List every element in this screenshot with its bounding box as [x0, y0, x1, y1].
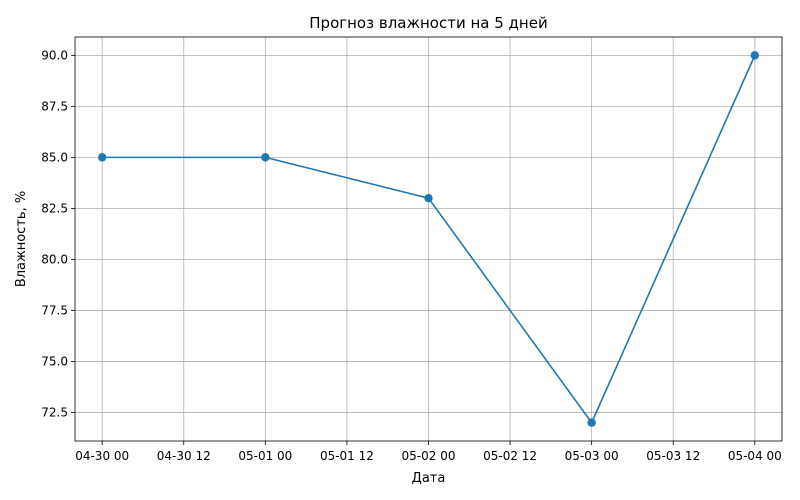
x-tick-label: 04-30 12 — [157, 449, 211, 463]
grid — [75, 37, 782, 441]
x-axis-ticks: 04-30 00 04-30 12 05-01 00 05-01 12 05-02 00… — [75, 441, 782, 463]
y-tick-label: 72.5 — [41, 405, 68, 419]
x-tick-label: 04-30 00 — [75, 449, 129, 463]
x-axis-label: Дата — [412, 471, 446, 486]
x-tick-label: 05-01 12 — [320, 449, 374, 463]
x-tick-label: 05-01 00 — [238, 449, 292, 463]
y-tick-label: 75.0 — [41, 354, 68, 368]
y-tick-label: 82.5 — [41, 201, 68, 215]
y-tick-label: 77.5 — [41, 303, 68, 317]
y-tick-label: 90.0 — [41, 48, 68, 62]
data-point — [750, 51, 760, 60]
x-tick-label: 05-02 00 — [402, 449, 456, 463]
y-tick-label: 85.0 — [41, 150, 68, 164]
x-tick-label: 05-04 00 — [728, 449, 782, 463]
points-layer — [97, 51, 760, 427]
y-tick-label: 80.0 — [41, 252, 68, 266]
y-axis-label: Влажность, % — [14, 191, 29, 287]
x-tick-label: 05-03 00 — [565, 449, 619, 463]
y-axis-ticks: 72.5 75.0 77.5 80.0 82.5 85.0 87.5 90.0 — [41, 48, 75, 419]
data-point — [424, 193, 433, 203]
data-point — [97, 153, 107, 162]
x-tick-label: 05-02 12 — [483, 449, 537, 463]
y-tick-label: 87.5 — [41, 99, 68, 113]
data-point — [261, 153, 270, 162]
chart-title: Прогноз влажности на 5 дней — [309, 14, 547, 32]
x-tick-label: 05-03 12 — [646, 449, 700, 463]
data-point — [587, 418, 596, 427]
